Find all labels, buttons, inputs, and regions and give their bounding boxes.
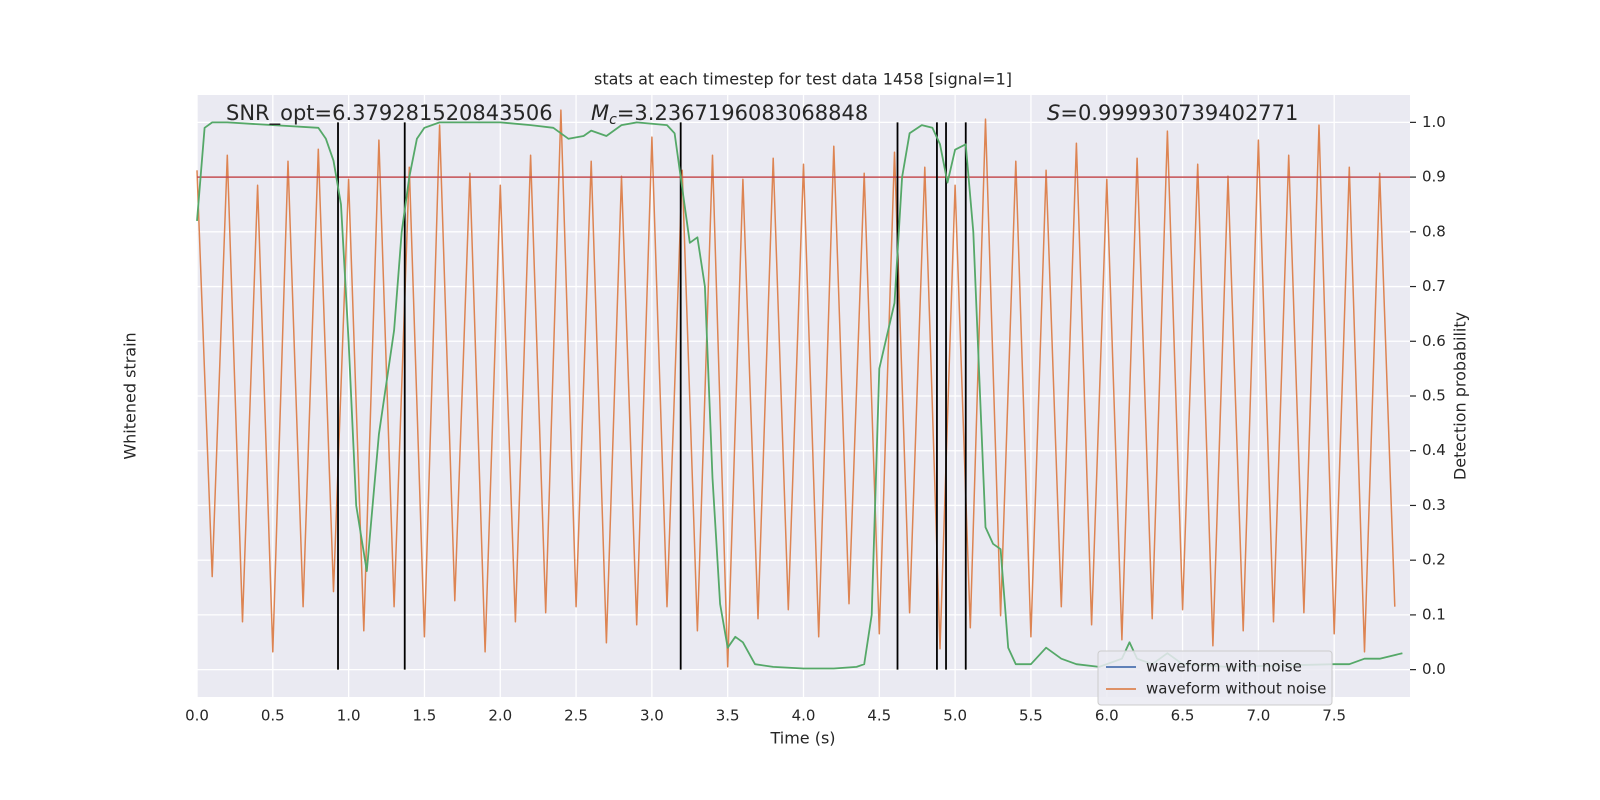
x-tick-label: 1.5 xyxy=(413,707,437,725)
annotation: SNR_opt=6.379281520843506 xyxy=(226,101,553,126)
annotation: Mc=3.2367196083068848 xyxy=(591,101,868,128)
y2-axis-label: Detection probability xyxy=(1451,312,1470,480)
y2-tick-label: 0.1 xyxy=(1422,605,1446,623)
y2-tick-label: 0.9 xyxy=(1422,168,1446,186)
annotation: S=0.999930739402771 xyxy=(1047,101,1298,125)
annotation-symbol: M xyxy=(591,101,609,125)
x-tick-label: 7.5 xyxy=(1322,707,1346,725)
x-tick-label: 7.0 xyxy=(1246,707,1270,725)
annotation-text: =3.2367196083068848 xyxy=(617,101,868,125)
x-tick-label: 1.0 xyxy=(337,707,361,725)
y2-tick-label: 0.5 xyxy=(1422,387,1446,405)
x-tick-label: 0.0 xyxy=(185,707,209,725)
y2-tick-label: 0.6 xyxy=(1422,332,1446,350)
legend-box xyxy=(1097,650,1333,706)
series-line xyxy=(196,121,1403,670)
x-tick-label: 6.0 xyxy=(1095,707,1119,725)
annotation-subscript: c xyxy=(609,112,617,128)
x-tick-label: 0.5 xyxy=(261,707,285,725)
y2-tick-label: 0.2 xyxy=(1422,551,1446,569)
y2-tick-label: 0.3 xyxy=(1422,496,1446,514)
y2-tick-label: 0.7 xyxy=(1422,277,1446,295)
x-tick-label: 5.0 xyxy=(943,707,967,725)
x-tick-label: 4.5 xyxy=(867,707,891,725)
y2-tick-label: 1.0 xyxy=(1422,113,1446,131)
annotation-symbol: S xyxy=(1047,101,1060,125)
y2-tick-label: 0.4 xyxy=(1422,441,1446,459)
x-tick-label: 6.5 xyxy=(1171,707,1195,725)
series-line xyxy=(196,109,1396,668)
y-axis-label: Whitened strain xyxy=(121,332,140,459)
annotation-text: =0.999930739402771 xyxy=(1060,101,1298,125)
legend-label: waveform without noise xyxy=(1146,680,1326,698)
x-tick-label: 3.0 xyxy=(640,707,664,725)
x-tick-label: 2.5 xyxy=(564,707,588,725)
x-tick-label: 5.5 xyxy=(1019,707,1043,725)
y2-tick-label: 0.0 xyxy=(1422,660,1446,678)
legend-label: waveform with noise xyxy=(1146,658,1302,676)
x-tick-label: 2.0 xyxy=(488,707,512,725)
x-tick-label: 3.5 xyxy=(716,707,740,725)
x-axis-label: Time (s) xyxy=(769,729,835,748)
annotation-text: SNR_opt=6.379281520843506 xyxy=(226,101,553,126)
chart-title: stats at each timestep for test data 145… xyxy=(594,70,1012,89)
y2-tick-label: 0.8 xyxy=(1422,222,1446,240)
x-tick-label: 4.0 xyxy=(792,707,816,725)
